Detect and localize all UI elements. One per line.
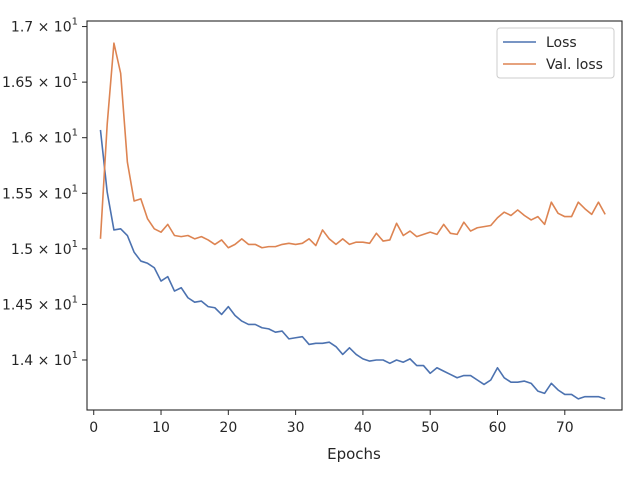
- x-tick-label: 20: [219, 420, 237, 436]
- x-axis-label: Epochs: [327, 445, 381, 463]
- x-tick-label: 10: [152, 420, 170, 436]
- series-line-0: [99, 129, 606, 400]
- y-tick-label: 1.7 × 101: [11, 17, 78, 36]
- legend-box: [496, 27, 615, 79]
- y-tick-label: 1.6 × 101: [11, 128, 78, 147]
- y-tick-label: 1.45 × 101: [2, 294, 78, 313]
- legend-label-loss: Loss: [546, 35, 577, 51]
- series-line-1: [99, 42, 606, 249]
- y-tick-label: 1.55 × 101: [2, 183, 78, 202]
- y-tick-label: 1.5 × 101: [11, 239, 78, 258]
- x-tick-label: 50: [421, 420, 439, 436]
- x-tick-label: 70: [556, 420, 574, 436]
- series-layer: [99, 42, 606, 400]
- x-tick-label: 40: [354, 420, 372, 436]
- y-axis-ticks: 1.4 × 101 1.45 × 101 1.5 × 101 1.55 × 101 1.…: [2, 17, 87, 369]
- y-tick-label: 1.65 × 101: [2, 72, 78, 91]
- x-tick-label: 60: [489, 420, 507, 436]
- x-tick-label: 30: [287, 420, 305, 436]
- legend-label-val-loss: Val. loss: [546, 57, 603, 73]
- legend: Loss Val. loss: [496, 27, 615, 79]
- plot-frame: [86, 20, 623, 411]
- x-tick-label: 0: [89, 420, 98, 436]
- y-tick-label: 1.4 × 101: [11, 350, 78, 369]
- x-axis-ticks: 0 10 20 30 40 50 60 70: [89, 410, 574, 436]
